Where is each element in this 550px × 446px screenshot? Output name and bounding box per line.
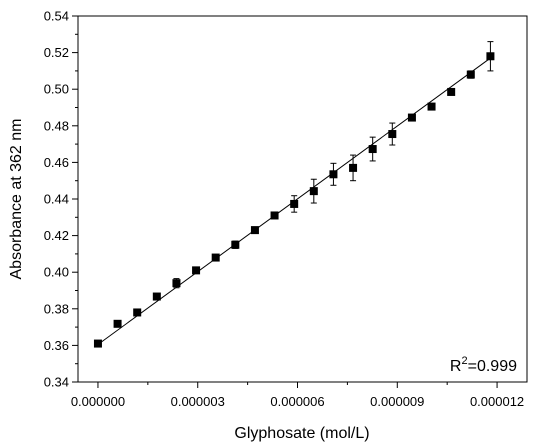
- data-point: [349, 163, 358, 172]
- data-point: [447, 87, 456, 96]
- data-point: [93, 339, 102, 348]
- y-tick-label: 0.54: [44, 9, 69, 24]
- y-tick-label: 0.38: [44, 301, 69, 316]
- data-point: [427, 102, 436, 111]
- data-point: [211, 253, 220, 262]
- x-tick-label: 0.000012: [470, 394, 524, 409]
- data-point: [172, 279, 181, 288]
- x-tick-label: 0.000000: [71, 394, 125, 409]
- ticks-layer: 0.34 0.36 0.38 0.40 0.42 0.44 0.46 0.48 0.50 0.52…: [44, 9, 524, 410]
- plot-frame: [77, 15, 528, 383]
- y-tick-label: 0.34: [44, 375, 69, 390]
- y-tick-label: 0.46: [44, 155, 69, 170]
- y-tick-label: 0.52: [44, 45, 69, 60]
- data-point: [113, 319, 122, 328]
- data-point: [152, 292, 161, 301]
- data-point: [309, 187, 318, 196]
- data-point: [231, 240, 240, 249]
- y-tick-label: 0.44: [44, 192, 69, 207]
- x-axis-title: Glyphosate (mol/L): [234, 425, 369, 442]
- plot-layer: [93, 41, 495, 348]
- data-point: [329, 170, 338, 179]
- y-tick-label: 0.42: [44, 228, 69, 243]
- data-point: [250, 226, 259, 235]
- data-point: [388, 130, 397, 139]
- y-axis-title: Absorbance at 362 nm: [8, 119, 25, 280]
- x-tick-label: 0.000003: [171, 394, 225, 409]
- data-point: [270, 211, 279, 220]
- y-tick-label: 0.50: [44, 82, 69, 97]
- x-tick-label: 0.000006: [270, 394, 324, 409]
- x-tick-label: 0.000009: [370, 394, 424, 409]
- data-point: [407, 113, 416, 122]
- data-point: [192, 266, 201, 275]
- r-squared-base: R: [450, 358, 462, 375]
- data-point: [486, 52, 495, 61]
- data-point: [368, 145, 377, 154]
- y-tick-label: 0.36: [44, 338, 69, 353]
- y-tick-label: 0.40: [44, 265, 69, 280]
- data-point: [290, 199, 299, 208]
- r-squared-annotation: R2=0.999: [450, 355, 517, 375]
- data-point: [466, 70, 475, 79]
- data-point: [133, 308, 142, 317]
- y-tick-label: 0.48: [44, 118, 69, 133]
- r-squared-value: =0.999: [468, 358, 517, 375]
- r-squared-superscript: 2: [461, 355, 467, 367]
